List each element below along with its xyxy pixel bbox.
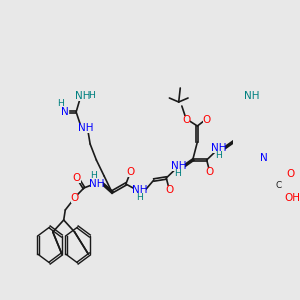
Text: NH: NH <box>89 179 105 189</box>
Text: O: O <box>202 115 211 125</box>
FancyBboxPatch shape <box>73 173 81 182</box>
Text: O: O <box>165 185 173 195</box>
FancyBboxPatch shape <box>166 185 173 194</box>
Text: O: O <box>206 167 214 177</box>
Text: NH: NH <box>78 123 93 133</box>
Text: C: C <box>275 182 281 190</box>
FancyBboxPatch shape <box>213 143 225 152</box>
FancyBboxPatch shape <box>245 92 258 100</box>
Text: O: O <box>182 115 190 125</box>
Text: NH: NH <box>75 91 90 101</box>
FancyBboxPatch shape <box>172 161 185 170</box>
Text: H: H <box>175 169 182 178</box>
Text: N: N <box>61 107 68 117</box>
Text: NH: NH <box>244 91 260 101</box>
Text: H: H <box>57 100 64 109</box>
Text: H: H <box>88 92 95 100</box>
FancyBboxPatch shape <box>287 169 295 178</box>
Text: O: O <box>73 173 81 183</box>
FancyBboxPatch shape <box>127 167 134 176</box>
FancyBboxPatch shape <box>183 116 190 124</box>
Text: NH: NH <box>171 161 187 171</box>
Text: NH: NH <box>132 185 148 195</box>
Text: H: H <box>215 152 222 160</box>
FancyBboxPatch shape <box>91 179 103 188</box>
Text: O: O <box>126 167 135 177</box>
Text: N: N <box>260 153 268 163</box>
FancyBboxPatch shape <box>206 167 214 176</box>
Text: NH: NH <box>212 143 227 153</box>
FancyBboxPatch shape <box>79 124 92 133</box>
FancyBboxPatch shape <box>71 194 79 202</box>
Text: OH: OH <box>284 193 300 203</box>
FancyBboxPatch shape <box>260 154 268 163</box>
Text: O: O <box>286 169 295 179</box>
FancyBboxPatch shape <box>61 107 68 117</box>
Text: O: O <box>70 193 79 203</box>
FancyBboxPatch shape <box>274 181 283 191</box>
FancyBboxPatch shape <box>203 116 211 124</box>
Text: H: H <box>91 172 98 181</box>
FancyBboxPatch shape <box>74 92 91 100</box>
FancyBboxPatch shape <box>134 185 146 194</box>
FancyBboxPatch shape <box>284 193 300 203</box>
Text: H: H <box>136 194 143 202</box>
